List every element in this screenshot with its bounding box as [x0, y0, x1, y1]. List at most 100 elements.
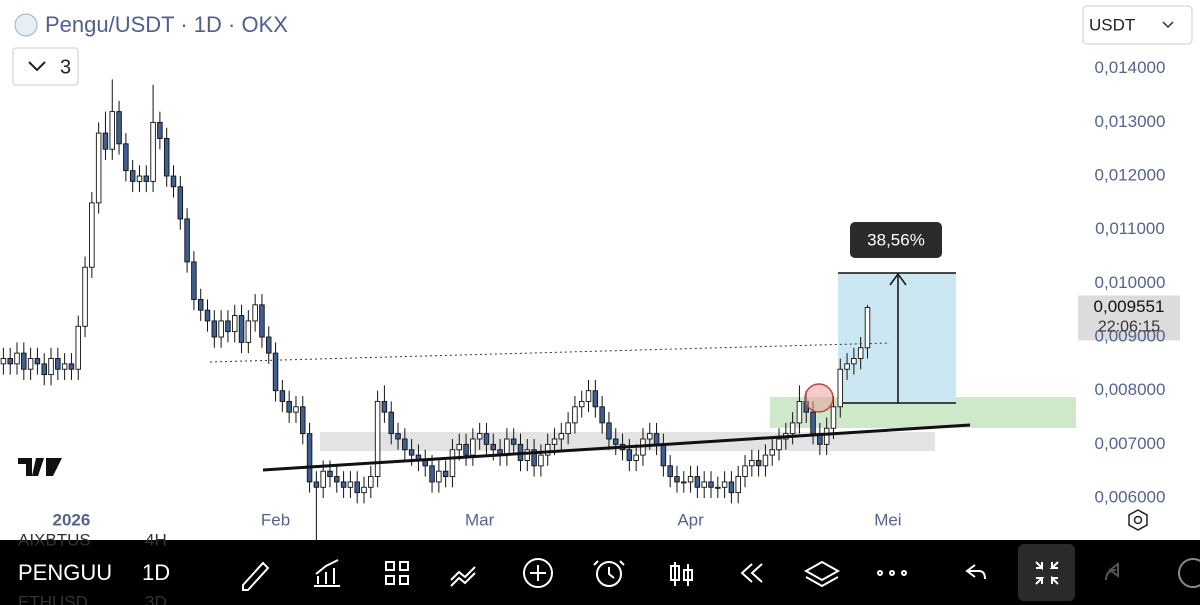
x-tick-label: 2026 [53, 510, 91, 529]
candle-icon[interactable] [670, 562, 693, 586]
y-tick-label: 0,009000 [1095, 327, 1166, 346]
symbol-title[interactable]: Pengu/USDT · 1D · OKX [45, 12, 288, 37]
candle-body [565, 422, 571, 435]
candle-body [599, 406, 605, 424]
indicators-icon[interactable] [314, 559, 340, 587]
candle-body [830, 406, 837, 429]
candle-body [715, 486, 721, 489]
candle-body [7, 358, 13, 365]
candle-body [721, 481, 728, 488]
toolbar-symbol[interactable]: PENGUU [18, 560, 112, 585]
candle-body [123, 143, 129, 172]
candle-body [857, 347, 864, 359]
candle-body [395, 433, 401, 440]
candle-body [544, 443, 551, 456]
candle-body [204, 309, 211, 322]
layout-icon[interactable] [385, 561, 409, 585]
candle-body [211, 320, 218, 338]
candle-body [231, 315, 238, 333]
candles [0, 79, 871, 541]
candle-body [735, 476, 741, 494]
candle-body [524, 449, 531, 461]
candle-body [300, 406, 306, 435]
candle-body [538, 454, 544, 467]
layers-icon[interactable] [803, 560, 841, 588]
candle-body [585, 390, 592, 402]
candle-body [279, 390, 286, 402]
candle-body [633, 454, 639, 461]
candle-body [197, 299, 204, 311]
candle-body [674, 476, 680, 483]
candle-body [558, 433, 565, 440]
candle-body [381, 400, 388, 413]
settings-icon[interactable] [1128, 509, 1148, 531]
candle-body [463, 443, 469, 456]
candle-body [823, 427, 830, 445]
draw-icon[interactable] [242, 561, 270, 591]
candle-body [551, 438, 558, 445]
candle-body [612, 438, 619, 445]
candle-body [334, 476, 340, 483]
candle-body [361, 486, 367, 494]
candle-body [796, 400, 803, 424]
candle-body [762, 454, 769, 467]
candle-body [327, 470, 333, 478]
compare-icon[interactable] [450, 566, 476, 587]
candle-body [157, 121, 163, 139]
y-tick-label: 0,010000 [1095, 273, 1166, 292]
y-tick-label: 0,007000 [1095, 434, 1166, 453]
x-tick-label: Mar [465, 510, 495, 529]
toolbar-interval[interactable]: 1D [142, 560, 170, 585]
candle-body [34, 358, 41, 365]
watchlist-peek: AIXBTUS [18, 530, 91, 549]
more-icon[interactable] [1178, 558, 1200, 588]
currency-select[interactable] [1082, 5, 1193, 45]
candle-body [776, 438, 782, 451]
candle-body [456, 443, 463, 451]
undo-icon[interactable] [965, 564, 986, 580]
redo-icon[interactable] [1105, 562, 1119, 581]
candle-body [708, 481, 714, 488]
candle-body [388, 411, 394, 435]
candle-body [170, 175, 177, 188]
candle-body [701, 481, 707, 488]
fullscreen-btn[interactable] [1018, 544, 1075, 601]
candle-body [402, 438, 408, 451]
candle-body [116, 111, 122, 145]
candle-body [61, 363, 68, 370]
candle-body [272, 352, 279, 392]
candle-body [476, 433, 483, 440]
candle-body [225, 320, 231, 333]
x-tick-label: Mei [874, 510, 901, 529]
indicator-toggle[interactable] [12, 47, 79, 86]
candle-body [340, 481, 347, 488]
countdown: 22:06:15 [1098, 319, 1160, 336]
toolbar [0, 540, 1200, 605]
candle-body [837, 368, 844, 408]
candle-body [749, 460, 755, 467]
candle-body [259, 304, 265, 338]
candle-body [742, 465, 748, 478]
replay-icon[interactable] [740, 563, 763, 583]
candle-body [864, 307, 871, 349]
currency-label[interactable]: USDT [1089, 15, 1135, 34]
add-icon[interactable] [523, 558, 553, 588]
candle-body [347, 481, 354, 488]
candle-body [728, 481, 735, 494]
tv-logo [18, 458, 62, 476]
candle-body [504, 438, 510, 456]
chevron [1162, 21, 1174, 29]
toolbar-icons[interactable] [242, 558, 986, 591]
candle-body [578, 400, 585, 408]
candle-body [789, 422, 796, 435]
candle-body [368, 476, 374, 488]
alert-icon[interactable] [596, 561, 622, 587]
candle-body [27, 358, 34, 370]
candle-body [286, 400, 292, 413]
candle-body [293, 406, 299, 413]
measure-label-bg [850, 222, 942, 258]
price-tag [1078, 295, 1180, 341]
watchlist-peek: 4H [145, 530, 167, 549]
candle-body [143, 175, 150, 182]
